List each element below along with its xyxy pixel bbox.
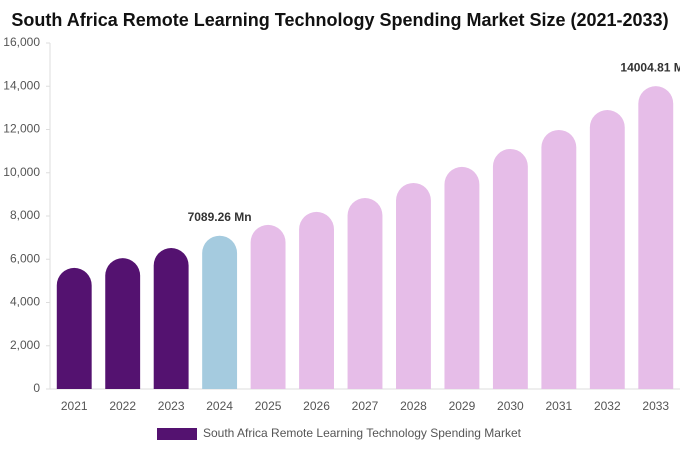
bar	[444, 166, 480, 389]
y-tick-label: 8,000	[10, 208, 40, 222]
bar	[250, 224, 286, 389]
chart-title: South Africa Remote Learning Technology …	[11, 10, 668, 30]
bar	[541, 129, 577, 389]
bar	[492, 148, 528, 389]
value-label: 14004.81 Mn	[620, 60, 680, 74]
bar	[396, 182, 431, 389]
x-tick-label: 2023	[158, 399, 185, 413]
y-tick-label: 16,000	[3, 35, 40, 49]
x-tick-label: 2032	[594, 399, 621, 413]
y-tick-label: 12,000	[3, 122, 40, 136]
y-tick-label: 6,000	[10, 251, 40, 265]
x-tick-label: 2029	[449, 399, 476, 413]
x-tick-label: 2030	[497, 399, 524, 413]
x-tick-label: 2021	[61, 399, 88, 413]
bar	[299, 211, 334, 389]
x-tick-label: 2027	[352, 399, 379, 413]
y-tick-label: 2,000	[10, 338, 40, 352]
y-tick-label: 10,000	[3, 165, 40, 179]
x-tick-label: 2024	[206, 399, 233, 413]
y-tick-label: 0	[33, 381, 40, 395]
bar	[638, 86, 674, 390]
legend-swatch	[157, 428, 197, 440]
bar	[105, 258, 141, 389]
x-tick-label: 2025	[255, 399, 282, 413]
y-tick-label: 14,000	[3, 78, 40, 92]
bar	[153, 248, 189, 389]
legend-label: South Africa Remote Learning Technology …	[203, 426, 522, 440]
y-tick-label: 4,000	[10, 295, 40, 309]
x-tick-label: 2033	[642, 399, 669, 413]
x-tick-label: 2022	[109, 399, 136, 413]
x-tick-label: 2028	[400, 399, 427, 413]
bar	[589, 110, 625, 389]
bar	[202, 235, 238, 389]
x-tick-label: 2031	[545, 399, 572, 413]
bar	[56, 267, 92, 389]
x-tick-label: 2026	[303, 399, 330, 413]
value-label: 7089.26 Mn	[188, 210, 252, 224]
bar	[347, 198, 383, 389]
